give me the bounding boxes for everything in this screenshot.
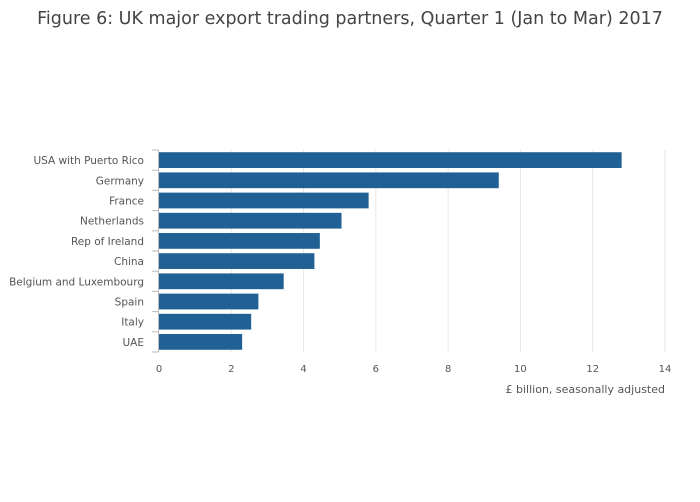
- x-tick-label: 2: [228, 364, 234, 375]
- bar: [159, 152, 622, 168]
- bar: [159, 334, 243, 350]
- bar: [159, 313, 252, 330]
- bar: [159, 293, 259, 310]
- category-labels: USA with Puerto Rico Germany France Netherl…: [9, 155, 144, 349]
- bar: [159, 273, 284, 290]
- chart-title: Figure 6: UK major export trading partne…: [37, 9, 663, 29]
- x-tick-labels: 0 2 4 6 8 10 12 14: [156, 364, 672, 375]
- x-tick-label: 10: [514, 364, 527, 375]
- category-label: Italy: [121, 317, 144, 329]
- axes: [152, 149, 159, 353]
- x-axis-title: £ billion, seasonally adjusted: [506, 383, 665, 396]
- x-tick-label: 0: [156, 364, 162, 375]
- bar: [159, 172, 499, 189]
- category-label: China: [114, 256, 144, 268]
- category-label: Rep of Ireland: [71, 236, 144, 248]
- bar: [159, 192, 369, 209]
- category-label: France: [109, 196, 144, 208]
- x-tick-label: 6: [373, 364, 379, 375]
- category-label: Spain: [115, 297, 144, 309]
- category-label: Belgium and Luxembourg: [9, 276, 144, 288]
- x-tick-label: 14: [659, 364, 672, 375]
- category-label: Netherlands: [80, 216, 144, 228]
- x-tick-label: 8: [445, 364, 451, 375]
- x-tick-label: 4: [300, 364, 306, 375]
- bars: [159, 152, 622, 350]
- category-label: USA with Puerto Rico: [33, 155, 144, 167]
- bar: [159, 233, 320, 249]
- category-label: UAE: [122, 337, 144, 349]
- x-tick-label: 12: [586, 364, 599, 375]
- bar: [159, 212, 342, 229]
- bar: [159, 253, 315, 269]
- category-label: Germany: [96, 175, 144, 187]
